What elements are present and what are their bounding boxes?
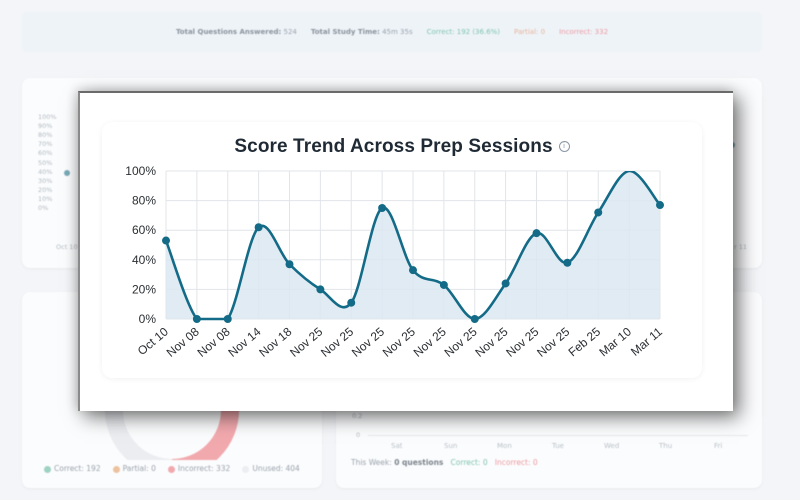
x-tick-label: Nov 25: [411, 324, 449, 359]
partial-stat: Partial: 0: [514, 28, 546, 36]
data-point: [594, 208, 603, 217]
day-label: Mon: [497, 442, 512, 450]
background-y-tick: 90%: [38, 122, 53, 131]
weekly-baseline: [368, 435, 748, 436]
data-point: [223, 315, 232, 323]
y-tick-label: 40%: [132, 253, 156, 267]
background-y-tick: 60%: [38, 149, 53, 158]
data-point: [254, 223, 263, 232]
background-y-tick: 80%: [38, 131, 53, 140]
y-tick-label: 80%: [132, 194, 156, 208]
x-tick-label: Nov 14: [225, 324, 263, 359]
y-tick-label: 20%: [132, 282, 156, 296]
stats-summary-bar: Total Questions Answered: 524 Total Stud…: [22, 12, 762, 52]
info-icon[interactable]: i: [558, 141, 570, 153]
background-y-tick: 70%: [38, 140, 53, 149]
donut-incorrect-arc: [171, 409, 239, 460]
background-y-tick: 100%: [38, 113, 57, 121]
data-point: [378, 204, 387, 212]
x-tick-label: Nov 08: [195, 324, 233, 359]
total-time-stat: Total Study Time: 45m 35s: [310, 28, 413, 36]
day-label: Tue: [552, 442, 564, 450]
chart-title: Score Trend Across Prep Sessions i: [102, 136, 702, 158]
x-tick-label: Mar 11: [628, 324, 665, 358]
x-tick-label: Mar 10: [596, 324, 634, 359]
score-trend-card: Score Trend Across Prep Sessions i 0% 20% 4…: [102, 122, 702, 378]
x-tick-label: Nov 25: [349, 324, 387, 359]
expanded-chart-modal: Score Trend Across Prep Sessions i 0% 20% 4…: [78, 91, 733, 411]
legend-correct: Correct: 192: [44, 464, 101, 473]
x-tick-label: Feb 25: [566, 324, 604, 359]
background-y-tick: 10%: [38, 194, 53, 203]
background-y-tick: 50%: [38, 158, 53, 167]
x-tick-label: Nov 25: [472, 324, 510, 359]
legend-partial: Partial: 0: [112, 464, 156, 473]
y-tick-label: 60%: [132, 223, 156, 237]
weekly-y-tick: 0.2: [352, 412, 363, 420]
background-x-last-label: r 11: [734, 243, 748, 251]
data-point: [285, 260, 294, 269]
data-point: [532, 229, 541, 238]
y-tick-label: 0%: [139, 312, 157, 326]
data-point: [563, 258, 572, 267]
data-point: [470, 315, 479, 323]
background-data-point: [64, 170, 70, 176]
area-fill: [166, 171, 660, 319]
data-point: [347, 298, 356, 307]
day-label: Fri: [714, 442, 723, 450]
legend-unused: Unused: 404: [242, 464, 300, 473]
background-y-tick: 40%: [38, 167, 53, 176]
day-label: Thu: [659, 442, 673, 450]
day-label: Sat: [391, 442, 403, 450]
donut-legend: Correct: 192 Partial: 0 Incorrect: 332 U…: [44, 464, 300, 473]
data-point: [316, 285, 325, 294]
x-tick-label: Nov 18: [256, 324, 294, 359]
data-point: [192, 315, 201, 323]
legend-incorrect: Incorrect: 332: [167, 464, 230, 473]
y-tick-label: 100%: [125, 164, 156, 178]
background-x-first-label: Oct 10: [56, 243, 78, 251]
data-point: [409, 266, 417, 275]
data-point: [162, 236, 170, 245]
background-y-tick: 0%: [38, 204, 49, 212]
day-label: Wed: [604, 442, 620, 450]
x-tick-label: Nov 08: [164, 324, 202, 359]
donut-chart: [105, 409, 239, 460]
background-y-tick: 20%: [38, 185, 53, 194]
day-label: Sun: [444, 442, 458, 450]
x-tick-label: Nov 25: [534, 324, 572, 359]
data-point: [439, 280, 448, 289]
data-point: [501, 279, 510, 288]
correct-stat: Correct: 192 (36.6%): [426, 28, 501, 36]
background-y-tick: 30%: [38, 176, 53, 185]
x-tick-label: Nov 25: [503, 324, 541, 359]
total-questions-stat: Total Questions Answered: 524: [175, 28, 297, 36]
incorrect-stat: Incorrect: 332: [559, 28, 609, 36]
weekly-summary: This Week: 0 questions Correct: 0 Incorr…: [351, 458, 538, 467]
weekly-y-tick: 0: [356, 431, 361, 439]
x-tick-label: Nov 25: [318, 324, 356, 359]
x-tick-label: Nov 25: [380, 324, 418, 359]
data-point: [656, 201, 664, 210]
x-tick-label: Nov 25: [442, 324, 480, 359]
x-tick-label: Nov 25: [287, 324, 325, 359]
